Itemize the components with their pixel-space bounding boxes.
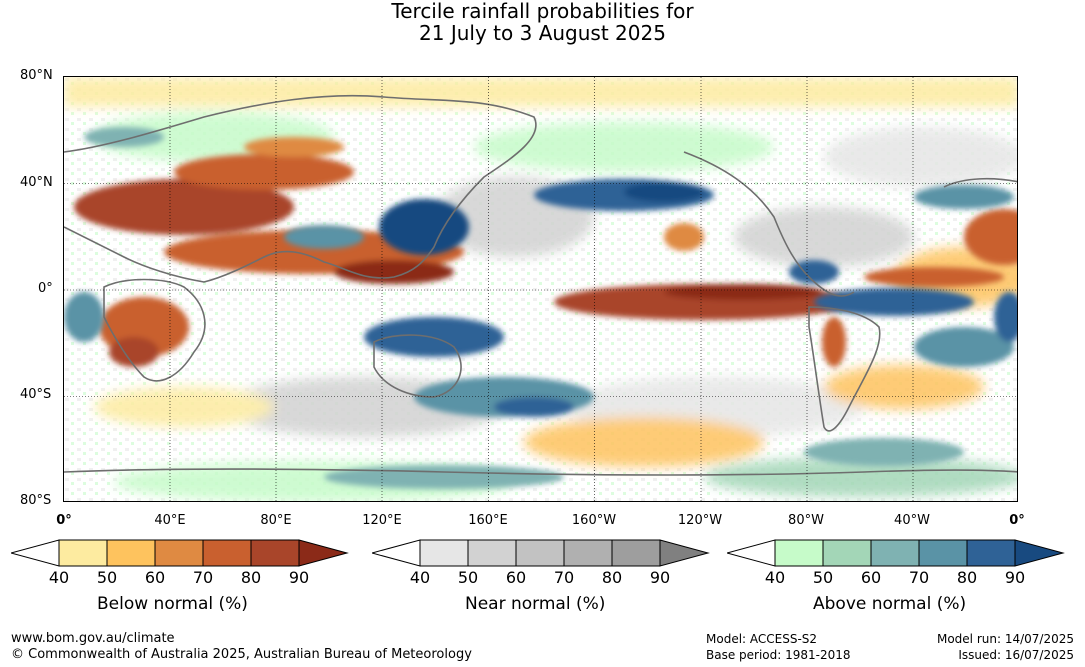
- lon-label-120w: 120°W: [677, 513, 723, 528]
- bom-url-link[interactable]: www.bom.gov.au/climate: [11, 631, 175, 646]
- colorbar-segment: [11, 539, 60, 567]
- issued-date: Issued: 16/07/2025: [958, 648, 1074, 662]
- colorbar-segment: [372, 539, 421, 567]
- below-normal-colorbar: [11, 539, 349, 567]
- lon-label-0-west: 0°: [56, 513, 72, 528]
- background-probability-fields: [64, 77, 1017, 501]
- colorbar-segment: [419, 539, 469, 567]
- map-title: Tercile rainfall probabilities for 21 Ju…: [0, 0, 1085, 44]
- model-name: Model: ACCESS-S2: [706, 632, 818, 646]
- colorbar-segment: [106, 539, 156, 567]
- above-tick-70: 70: [908, 568, 930, 587]
- map-canvas: [64, 77, 1017, 501]
- colorbar-segment: [918, 539, 968, 567]
- near-tick-50: 50: [457, 568, 479, 587]
- near-tick-40: 40: [409, 568, 431, 587]
- lon-label-40e: 40°E: [154, 513, 186, 528]
- colorbar-segment: [298, 539, 349, 567]
- near-tick-60: 60: [505, 568, 527, 587]
- above-normal-legend-title: Above normal (%): [813, 594, 967, 614]
- title-line-2: 21 July to 3 August 2025: [419, 21, 666, 45]
- colorbar-segment: [250, 539, 300, 567]
- colorbar-segment: [870, 539, 920, 567]
- below-tick-80: 80: [240, 568, 262, 587]
- rainfall-probability-map: [63, 76, 1018, 502]
- colorbar-segment: [202, 539, 252, 567]
- lon-label-160w: 160°W: [571, 513, 617, 528]
- colorbar-segment: [727, 539, 776, 567]
- lon-label-40w: 40°W: [894, 513, 930, 528]
- colorbar-segment: [563, 539, 613, 567]
- near-tick-80: 80: [601, 568, 623, 587]
- colorbar-segment: [611, 539, 661, 567]
- above-tick-90: 90: [1004, 568, 1026, 587]
- colorbar-segment: [467, 539, 517, 567]
- colorbar-segment: [58, 539, 108, 567]
- lat-label-40n: 40°N: [20, 175, 53, 190]
- above-normal-regions: [64, 127, 1017, 489]
- near-tick-70: 70: [553, 568, 575, 587]
- lat-label-80s: 80°S: [20, 493, 52, 508]
- below-tick-90: 90: [288, 568, 310, 587]
- lon-label-80w: 80°W: [788, 513, 824, 528]
- below-tick-40: 40: [48, 568, 70, 587]
- below-tick-70: 70: [192, 568, 214, 587]
- above-tick-50: 50: [812, 568, 834, 587]
- below-tick-50: 50: [96, 568, 118, 587]
- near-normal-legend-title: Near normal (%): [465, 594, 606, 614]
- below-tick-60: 60: [144, 568, 166, 587]
- above-tick-40: 40: [764, 568, 786, 587]
- colorbar-segment: [822, 539, 872, 567]
- colorbar-segment: [154, 539, 204, 567]
- lat-label-equator: 0°: [38, 281, 53, 296]
- above-normal-colorbar: [727, 539, 1065, 567]
- lat-label-80n: 80°N: [20, 68, 53, 83]
- colorbar-segment: [515, 539, 565, 567]
- copyright-text: © Commonwealth of Australia 2025, Austra…: [11, 647, 472, 662]
- base-period: Base period: 1981-2018: [706, 648, 851, 662]
- colorbar-segment: [966, 539, 1016, 567]
- lon-label-80e: 80°E: [260, 513, 292, 528]
- colorbar-segment: [1014, 539, 1065, 567]
- colorbar-segment: [774, 539, 824, 567]
- lat-label-40s: 40°S: [20, 387, 52, 402]
- above-tick-80: 80: [956, 568, 978, 587]
- title-line-1: Tercile rainfall probabilities for: [391, 0, 694, 23]
- near-normal-colorbar: [372, 539, 710, 567]
- near-tick-90: 90: [649, 568, 671, 587]
- model-run-date: Model run: 14/07/2025: [936, 632, 1074, 646]
- lon-label-120e: 120°E: [362, 513, 402, 528]
- coastlines: [64, 94, 1017, 476]
- lon-label-160e: 160°E: [468, 513, 508, 528]
- colorbar-segment: [659, 539, 710, 567]
- graticule: [64, 77, 1017, 501]
- lon-label-0-east: 0°: [1009, 513, 1025, 528]
- below-normal-legend-title: Below normal (%): [97, 594, 248, 614]
- above-tick-60: 60: [860, 568, 882, 587]
